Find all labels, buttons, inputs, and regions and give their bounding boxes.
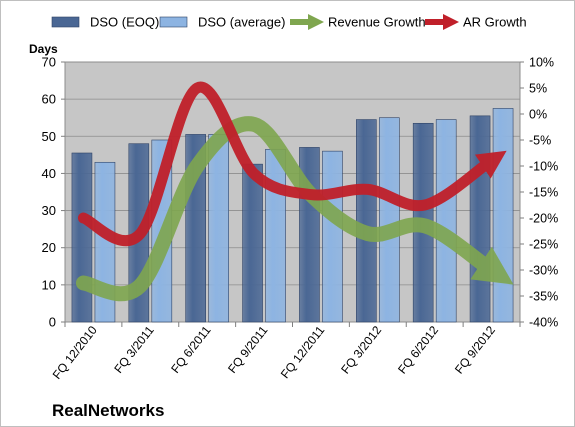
left-tick-label: 30 — [42, 203, 56, 218]
bar-dso-eoq--7 — [469, 115, 491, 323]
right-tick-label: -30% — [529, 264, 558, 278]
x-tick-label: FQ 9/2011 — [225, 323, 271, 376]
right-tick-label: -40% — [529, 316, 558, 330]
bar-dso-eoq--3 — [242, 163, 263, 323]
left-axis-title: Days — [29, 42, 58, 56]
bar-dso-eoq--5 — [356, 119, 377, 323]
left-tick-label: 70 — [42, 55, 56, 70]
series-arrow-ar-growth — [77, 81, 507, 247]
left-tick-label: 40 — [42, 166, 56, 181]
x-tick-label: FQ 6/2011 — [168, 323, 214, 376]
left-tick-label: 20 — [42, 240, 56, 255]
legend-label: DSO (average) — [198, 15, 285, 30]
right-tick-label: -25% — [529, 238, 558, 252]
x-tick-label: FQ 9/2012 — [452, 323, 498, 377]
right-tick-label: 10% — [529, 56, 554, 70]
company-name: RealNetworks — [52, 401, 164, 420]
bar-dso-average--7 — [492, 108, 514, 323]
right-tick-label: -20% — [529, 212, 558, 226]
left-tick-label: 0 — [49, 315, 56, 330]
legend-label: DSO (EOQ) — [90, 15, 159, 30]
left-tick-label: 50 — [42, 129, 56, 144]
x-tick-label: FQ 6/2012 — [395, 323, 441, 377]
bar-dso-eoq--0 — [71, 152, 93, 323]
bar-dso-average--2 — [208, 134, 229, 323]
bar-dso-average--3 — [265, 148, 286, 323]
x-tick-label: FQ 3/2011 — [111, 323, 157, 376]
left-tick-label: 60 — [42, 92, 56, 107]
right-tick-label: -10% — [529, 160, 558, 174]
right-tick-label: 0% — [529, 108, 547, 122]
legend-swatch — [159, 16, 188, 28]
x-tick-label: FQ 12/2010 — [50, 323, 100, 382]
bar-dso-average--6 — [435, 119, 457, 323]
series-arrow-revenue-growth — [75, 116, 514, 302]
bar-dso-average--4 — [322, 150, 343, 323]
bar-dso-average--5 — [379, 117, 400, 323]
legend-label: AR Growth — [463, 15, 527, 30]
right-tick-label: -35% — [529, 290, 558, 304]
legend: DSO (EOQ) DSO (average) Revenue Growth AR G… — [51, 14, 527, 30]
legend-arrow-head — [308, 14, 324, 30]
right-tick-label: -5% — [529, 134, 551, 148]
right-tick-label: -15% — [529, 186, 558, 200]
x-tick-label: FQ 12/2011 — [278, 323, 328, 381]
legend-swatch — [51, 16, 80, 28]
legend-label: Revenue Growth — [328, 15, 426, 30]
left-tick-label: 10 — [42, 277, 56, 292]
legend-arrow-head — [443, 14, 459, 30]
right-tick-label: 5% — [529, 82, 547, 96]
x-tick-label: FQ 3/2012 — [338, 323, 384, 377]
